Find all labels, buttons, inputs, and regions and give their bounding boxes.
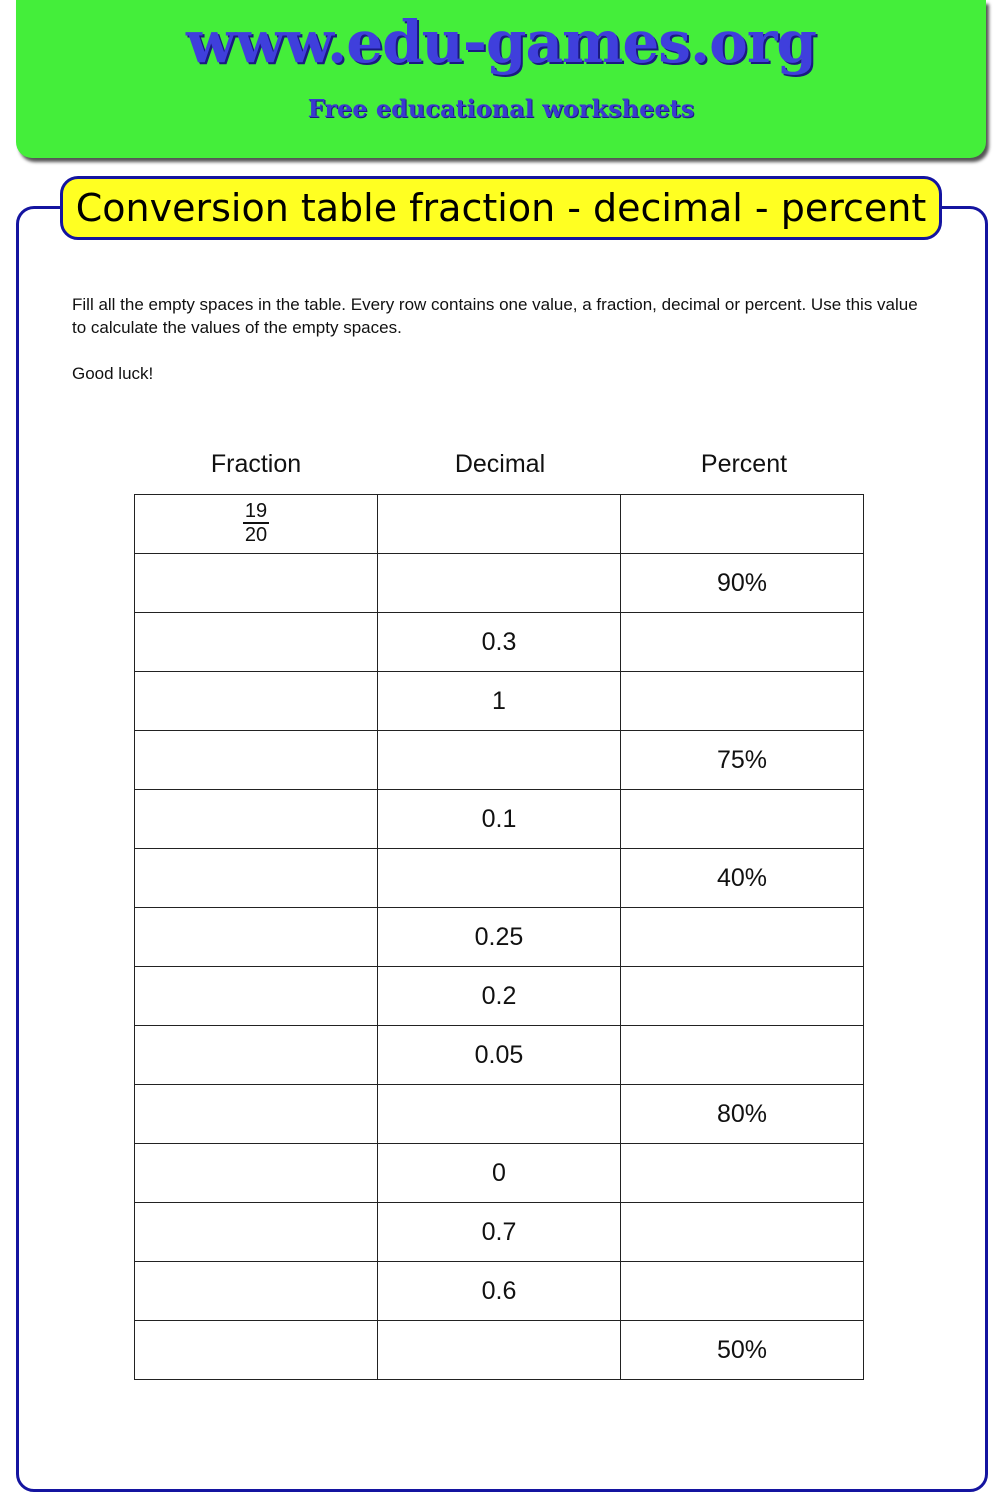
table-row: 0.7: [134, 1202, 864, 1262]
column-header-fraction: Fraction: [210, 450, 302, 478]
column-header-percent: Percent: [700, 450, 788, 478]
conversion-table: 19 20 90% 0.3 1 75% 0.1 40% 0.25 0.2 0.05 80% 0 0.7 0.…: [134, 494, 864, 1380]
percent-cell[interactable]: [620, 1261, 864, 1321]
table-row: 0.3: [134, 612, 864, 672]
table-row: 0.05: [134, 1025, 864, 1085]
percent-cell[interactable]: [620, 966, 864, 1026]
decimal-cell[interactable]: [377, 553, 621, 613]
percent-cell[interactable]: [620, 789, 864, 849]
percent-cell[interactable]: 50%: [620, 1320, 864, 1380]
fraction-cell[interactable]: [134, 1143, 378, 1203]
percent-cell[interactable]: [620, 494, 864, 554]
table-row: 80%: [134, 1084, 864, 1144]
percent-cell[interactable]: [620, 1202, 864, 1262]
denominator: 20: [244, 524, 268, 546]
numerator: 19: [242, 500, 270, 524]
fraction-cell[interactable]: [134, 966, 378, 1026]
table-row: 19 20: [134, 494, 864, 554]
decimal-cell[interactable]: 0.6: [377, 1261, 621, 1321]
decimal-cell[interactable]: [377, 730, 621, 790]
percent-cell[interactable]: 80%: [620, 1084, 864, 1144]
table-row: 0: [134, 1143, 864, 1203]
table-row: 0.1: [134, 789, 864, 849]
percent-cell[interactable]: [620, 1143, 864, 1203]
decimal-cell[interactable]: 0.2: [377, 966, 621, 1026]
fraction-cell[interactable]: [134, 612, 378, 672]
fraction-cell[interactable]: 19 20: [134, 494, 378, 554]
percent-cell[interactable]: [620, 1025, 864, 1085]
fraction-cell[interactable]: [134, 1320, 378, 1380]
table-row: 0.2: [134, 966, 864, 1026]
column-header-decimal: Decimal: [454, 450, 546, 478]
percent-cell[interactable]: [620, 671, 864, 731]
instructions: Fill all the empty spaces in the table. …: [72, 295, 918, 337]
decimal-cell[interactable]: [377, 1084, 621, 1144]
fraction-cell[interactable]: [134, 671, 378, 731]
fraction-cell[interactable]: [134, 789, 378, 849]
decimal-cell[interactable]: 0.1: [377, 789, 621, 849]
table-row: 0.25: [134, 907, 864, 967]
table-row: 1: [134, 671, 864, 731]
decimal-cell[interactable]: [377, 848, 621, 908]
percent-cell[interactable]: 40%: [620, 848, 864, 908]
site-logo: www.edu-games.org: [186, 8, 817, 76]
fraction-cell[interactable]: [134, 1261, 378, 1321]
table-row: 0.6: [134, 1261, 864, 1321]
percent-cell[interactable]: 90%: [620, 553, 864, 613]
percent-cell[interactable]: [620, 907, 864, 967]
decimal-cell[interactable]: 0: [377, 1143, 621, 1203]
site-banner: www.edu-games.org Free educational works…: [16, 0, 986, 158]
decimal-cell[interactable]: 0.3: [377, 612, 621, 672]
fraction-cell[interactable]: [134, 1025, 378, 1085]
good-luck-text: Good luck!: [72, 364, 154, 383]
fraction-cell[interactable]: [134, 848, 378, 908]
decimal-cell[interactable]: 0.05: [377, 1025, 621, 1085]
decimal-cell[interactable]: [377, 494, 621, 554]
fraction-cell[interactable]: [134, 553, 378, 613]
table-row: 40%: [134, 848, 864, 908]
table-row: 50%: [134, 1320, 864, 1380]
percent-cell[interactable]: [620, 612, 864, 672]
decimal-cell[interactable]: 0.25: [377, 907, 621, 967]
percent-cell[interactable]: 75%: [620, 730, 864, 790]
fraction: 19 20: [242, 500, 270, 546]
decimal-cell[interactable]: 0.7: [377, 1202, 621, 1262]
site-tagline: Free educational worksheets: [307, 94, 695, 123]
fraction-cell[interactable]: [134, 730, 378, 790]
decimal-cell[interactable]: [377, 1320, 621, 1380]
table-row: 75%: [134, 730, 864, 790]
fraction-cell[interactable]: [134, 1084, 378, 1144]
page-title: Conversion table fraction - decimal - pe…: [60, 176, 942, 240]
fraction-cell[interactable]: [134, 907, 378, 967]
fraction-cell[interactable]: [134, 1202, 378, 1262]
decimal-cell[interactable]: 1: [377, 671, 621, 731]
table-row: 90%: [134, 553, 864, 613]
